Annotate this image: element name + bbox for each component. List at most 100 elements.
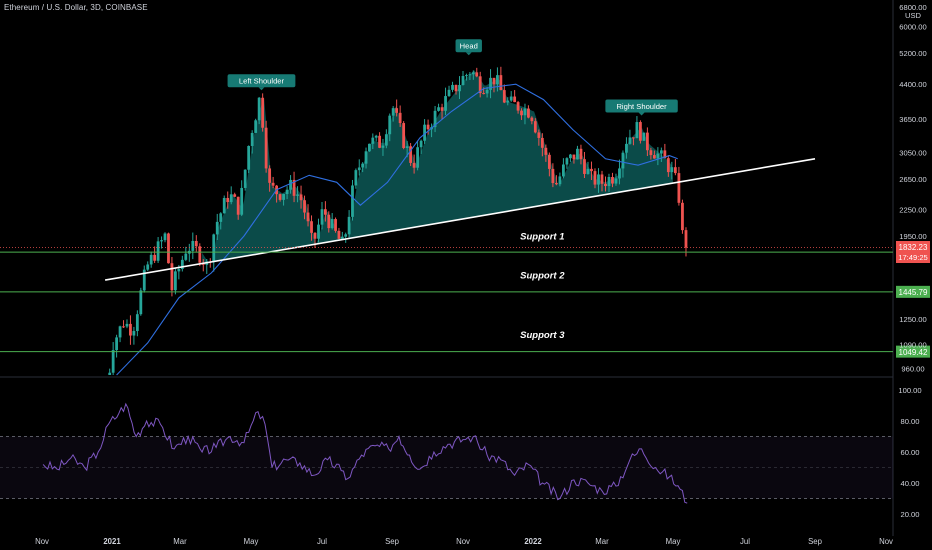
- candle-body: [361, 163, 365, 168]
- rsi-axis-tick: 100.00: [898, 386, 921, 395]
- candle-body: [395, 108, 399, 113]
- candles-group: [108, 66, 688, 375]
- candle-body: [194, 240, 198, 247]
- price-axis-tick: 4400.00: [899, 80, 926, 89]
- candle-body: [212, 234, 216, 263]
- candle-body: [323, 209, 327, 215]
- candle-body: [344, 234, 348, 237]
- candle-body: [347, 216, 351, 235]
- candle-body: [289, 179, 292, 190]
- candle-body: [639, 122, 642, 141]
- candle-body: [684, 230, 688, 248]
- candle-body: [558, 176, 562, 185]
- candle-body: [250, 132, 254, 146]
- support-price-value-2: 1445.79: [899, 288, 928, 297]
- time-axis-tick: Jul: [317, 537, 327, 546]
- candle-body: [621, 152, 625, 169]
- candle-body: [673, 167, 677, 174]
- candle-body: [540, 137, 544, 148]
- candle-body: [565, 158, 569, 165]
- candle-body: [226, 197, 230, 203]
- candle-body: [163, 233, 167, 241]
- candle-body: [611, 176, 614, 184]
- candle-body: [527, 108, 530, 118]
- candle-body: [354, 170, 358, 186]
- candle-body: [625, 143, 628, 153]
- candle-body: [579, 148, 583, 160]
- rsi-axis-tick: 40.00: [900, 479, 919, 488]
- candle-body: [537, 132, 541, 138]
- candle-body: [635, 122, 639, 139]
- candle-body: [229, 194, 233, 203]
- rsi-axis-tick: 20.00: [900, 510, 919, 519]
- candle-body: [604, 183, 607, 187]
- candle-body: [219, 213, 223, 222]
- candle-body: [306, 212, 310, 222]
- last-price-tag: [896, 241, 930, 263]
- pattern-label-box-1: [227, 74, 296, 88]
- candle-body: [405, 146, 409, 148]
- candle-body: [461, 76, 465, 85]
- candle-body: [317, 224, 320, 239]
- time-axis-tick: Nov: [456, 537, 470, 546]
- price-axis-tick: 1250.00: [899, 315, 926, 324]
- candle-body: [122, 326, 125, 328]
- candle-body: [191, 240, 195, 251]
- support-price-tag-2: [896, 285, 930, 298]
- candle-body: [243, 169, 247, 188]
- candle-body: [222, 197, 226, 214]
- candle-body: [215, 221, 219, 235]
- candle-body: [576, 148, 579, 160]
- candle-body: [371, 137, 375, 144]
- candle-body: [520, 110, 523, 116]
- candle-body: [153, 254, 157, 261]
- candle-body: [132, 331, 136, 336]
- candle-body: [533, 121, 537, 133]
- candle-body: [513, 96, 517, 103]
- candle-body: [645, 132, 649, 151]
- candle-body: [471, 72, 475, 75]
- candle-body: [254, 120, 258, 133]
- candle-body: [523, 108, 527, 116]
- candle-body: [663, 150, 667, 159]
- candle-body: [475, 72, 479, 77]
- candle-body: [398, 112, 402, 124]
- candle-body: [433, 110, 437, 128]
- candle-body: [554, 183, 558, 185]
- candle-body: [530, 117, 534, 122]
- candle-body: [402, 123, 406, 148]
- candle-body: [489, 77, 492, 90]
- price-axis-tick: 3050.00: [899, 149, 926, 158]
- candle-body: [299, 194, 303, 201]
- price-axis-tick: 1090.00: [899, 341, 926, 350]
- candle-body: [572, 154, 576, 160]
- time-axis-tick: Mar: [595, 537, 609, 546]
- candle-body: [351, 185, 354, 217]
- support-label-3: Support 3: [520, 330, 565, 341]
- candle-body: [313, 232, 317, 239]
- pattern-label-2: Head: [460, 42, 478, 51]
- price-axis-unit: USD: [905, 11, 922, 20]
- support-price-value-3: 1049.42: [899, 348, 928, 357]
- candle-body: [330, 219, 334, 229]
- candle-body: [649, 150, 653, 156]
- candle-body: [180, 259, 184, 270]
- candle-body: [285, 189, 289, 195]
- candle-body: [496, 75, 499, 85]
- candle-body: [478, 76, 482, 94]
- candle-body: [516, 102, 520, 111]
- time-axis-tick: Sep: [808, 537, 823, 546]
- candle-body: [271, 182, 275, 186]
- candle-body: [652, 155, 656, 159]
- candle-body: [142, 269, 146, 291]
- candle-body: [618, 168, 621, 179]
- candle-body: [492, 77, 496, 85]
- candle-body: [233, 194, 237, 197]
- candle-body: [502, 90, 506, 103]
- candle-body: [268, 168, 272, 183]
- time-axis-tick: Nov: [35, 537, 49, 546]
- candle-body: [666, 158, 670, 173]
- time-axis-tick: 2022: [524, 537, 542, 546]
- candle-body: [184, 253, 188, 260]
